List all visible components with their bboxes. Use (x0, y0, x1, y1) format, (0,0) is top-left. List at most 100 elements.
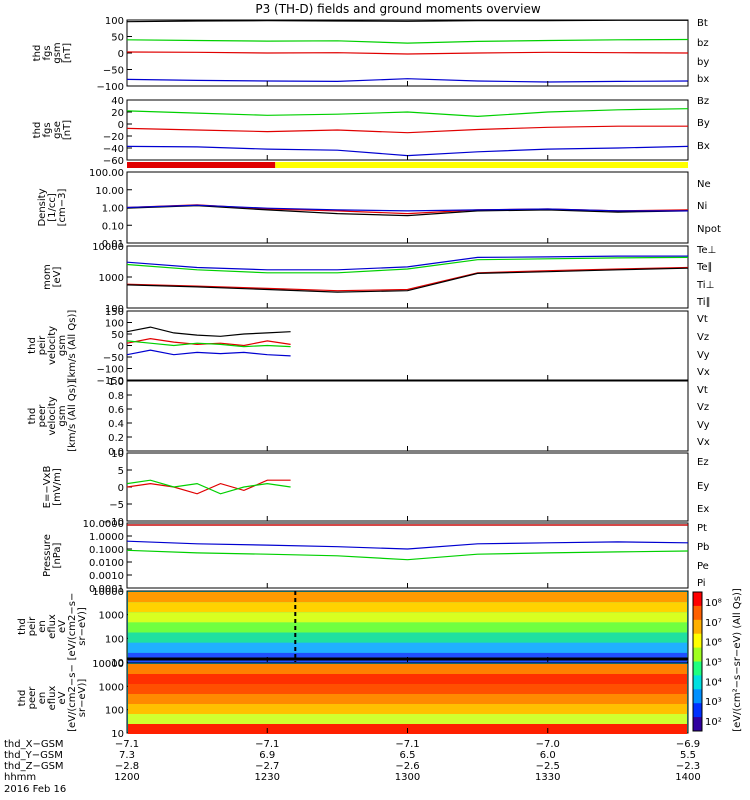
footer-row-label: thd_Z−GSM (4, 761, 64, 772)
colorbar-band (693, 689, 702, 704)
y-tick-label: 100 (105, 706, 124, 717)
legend-Ex: Ex (697, 504, 709, 515)
panel-frame (126, 245, 689, 309)
y-axis-label: E=−VxB (42, 466, 53, 509)
series-line-Te⊥ (126, 266, 689, 292)
footer-value: −2.7 (255, 761, 279, 772)
spectrogram-band (128, 694, 687, 704)
y-tick-label: 100 (105, 634, 124, 645)
y-tick-label: 10000 (92, 587, 124, 598)
spectrogram-band (128, 684, 687, 694)
status-bar-red (127, 162, 276, 168)
colorbar-frame (692, 591, 703, 732)
legend-Pt: Pt (697, 523, 707, 534)
y-tick-label: 0.0 (108, 447, 124, 458)
y-axis-label: peer (27, 686, 38, 710)
y-axis-label: peir (37, 335, 48, 355)
panel-fgs-gsm: 100 50 0 −50 −100 thd fgs gsm [nT] Bt bz by bx (32, 16, 709, 93)
colorbar-band (693, 703, 702, 718)
spectrogram-band (128, 714, 687, 724)
footer-value: 1300 (395, 772, 420, 783)
y-axis-label: eV (57, 691, 68, 704)
colorbar-band (693, 633, 702, 649)
y-axis-label: velocity (47, 326, 58, 365)
colorbar-title: [eV/(cm²−s−sr−eV) (All Qs)] (732, 588, 743, 732)
panel-frame (126, 522, 689, 589)
colorbar-band (693, 619, 702, 635)
y-axis-label: [nT] (62, 120, 73, 140)
footer-value: 1330 (535, 772, 560, 783)
y-tick-label: −150 (97, 376, 124, 387)
y-tick-label: 1.00 (102, 204, 124, 215)
series-line-Npot (126, 204, 688, 212)
legend-Vy: Vy (697, 420, 710, 431)
footer-value: −2.3 (676, 761, 700, 772)
series-line-Ni (126, 205, 689, 217)
colorbar-label: 10² (705, 717, 722, 728)
y-axis-label: eV (57, 620, 68, 633)
footer-value: −7.1 (255, 739, 279, 750)
y-axis-label: thd (27, 337, 38, 354)
y-tick-label: 5 (118, 466, 124, 477)
legend-Vz: Vz (697, 402, 709, 413)
legend-Ni: Ni (697, 201, 707, 212)
panel-frame (126, 310, 689, 381)
legend-Ne: Ne (697, 179, 711, 190)
y-tick-label: 0.10 (102, 221, 124, 232)
series-line-Vz (126, 337, 291, 347)
footer-row-label: thd_Y−GSM (4, 750, 63, 761)
panel-peir-spectrogram: 10000 1000 100 10 thd peir en eflux eV [eV/(cm2−s… (17, 587, 689, 669)
colorbar-label: 10⁸ (705, 598, 722, 609)
page-title: P3 (TH-D) fields and ground moments over… (255, 2, 540, 16)
footer-value: −2.6 (395, 761, 419, 772)
y-tick-label: −50 (103, 66, 124, 77)
series-line-Ti⊥ (126, 255, 688, 271)
y-axis-label: [eV/(cm2−s− (67, 593, 78, 661)
series-line-Vt (126, 326, 291, 337)
colorbar-label: 10⁶ (705, 638, 722, 649)
spectrogram-band (128, 674, 687, 684)
y-tick-label: 100 (105, 319, 124, 330)
y-tick-label: −10 (103, 517, 124, 528)
y-tick-label: 1.0 (108, 377, 124, 388)
footer-value: 1400 (675, 772, 700, 783)
legend-Ti∥: Ti∥ (696, 297, 711, 308)
legend-Vx: Vx (697, 367, 710, 378)
y-tick-label: 50 (111, 33, 124, 44)
y-axis-label: thd (32, 45, 43, 62)
y-axis-label: [eV/(cm2−s− (67, 664, 78, 732)
colorbar-band (693, 605, 702, 621)
y-tick-label: 0.2 (108, 433, 124, 444)
y-tick-label: 1000 (99, 682, 124, 693)
colorbar-label: 10⁵ (705, 658, 722, 669)
y-axis-label: gsm (57, 335, 68, 356)
series-line-Bz (126, 125, 688, 134)
footer-value: 5.5 (680, 750, 696, 761)
y-axis-label: [1/cc] (47, 193, 58, 222)
spectrogram-band (128, 642, 687, 653)
footer-value: 7.3 (119, 750, 135, 761)
legend-bz: bz (697, 38, 709, 49)
series-line-Bx (126, 145, 689, 157)
y-tick-label: 10 (111, 658, 124, 669)
footer-value: −6.9 (676, 739, 700, 750)
colorbar-band (693, 661, 702, 676)
panel-frame (126, 452, 689, 522)
legend-Vx: Vx (697, 437, 710, 448)
y-tick-label: 40 (111, 96, 124, 107)
y-axis-label: peir (27, 616, 38, 636)
y-axis-label: [cm−3] (57, 189, 68, 227)
y-tick-label: 100.00 (89, 168, 124, 179)
y-axis-label: mom (42, 264, 53, 290)
legend-Te∥: Te∥ (696, 262, 713, 273)
series-line-Vy (126, 340, 291, 348)
y-axis-label: thd (27, 408, 38, 425)
legend-Te⊥: Te⊥ (696, 245, 716, 256)
y-tick-label: −100 (97, 365, 124, 376)
y-tick-label: 0 (118, 342, 124, 353)
y-tick-label: 0.8 (108, 391, 124, 402)
y-axis-label: gse (52, 121, 63, 139)
y-axis-label: thd (17, 618, 28, 635)
spectrogram-band (128, 664, 687, 674)
